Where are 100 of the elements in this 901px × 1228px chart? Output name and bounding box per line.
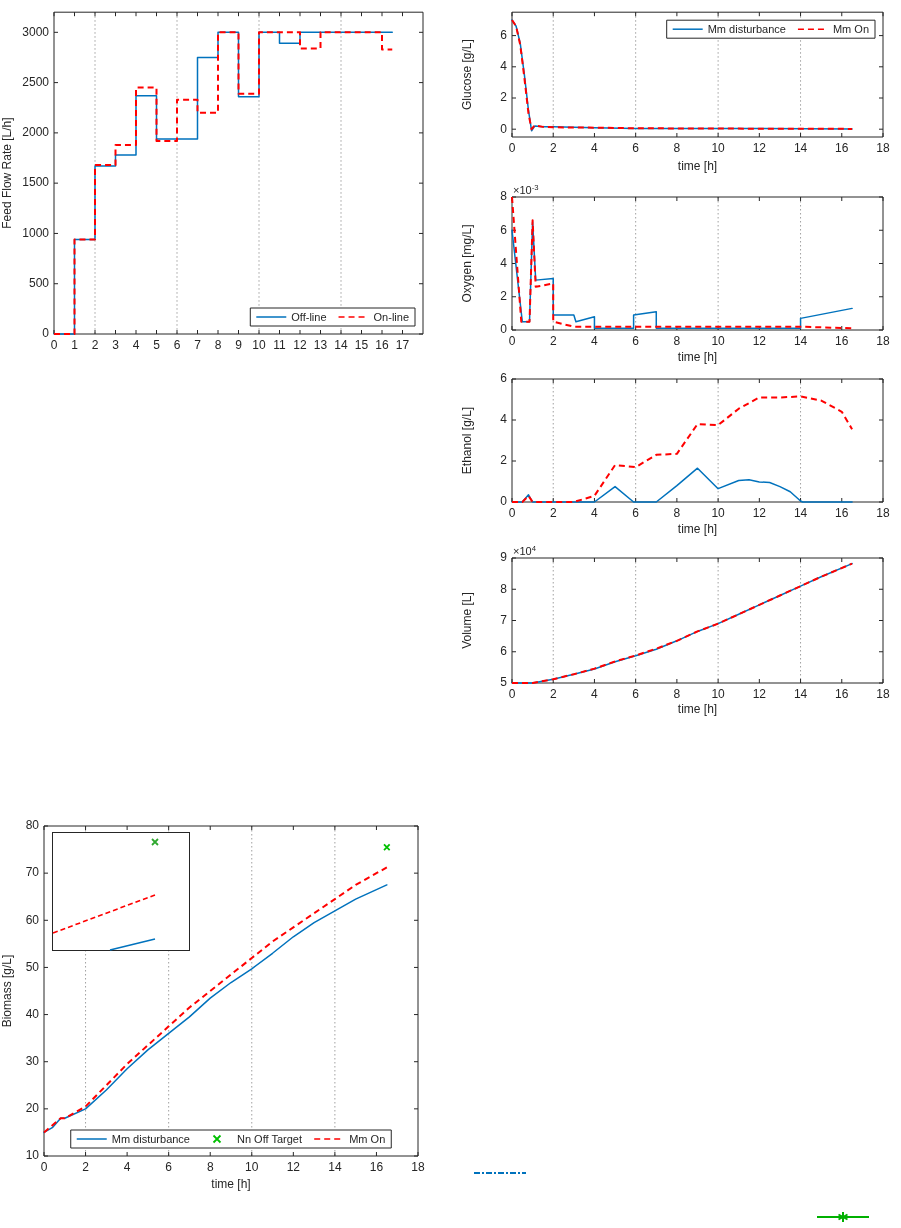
y-tick-label: 9 (500, 550, 508, 565)
x-tick-label: 11 (273, 337, 287, 352)
x-tick-label: 3 (112, 337, 120, 352)
x-axis-title: time [h] (677, 522, 718, 537)
y-tick-label: 40 (25, 1006, 40, 1021)
x-tick-label: 13 (313, 337, 328, 352)
legend-label: Mm disturbance (707, 22, 786, 35)
y-tick-label: 0 (500, 121, 508, 136)
x-tick-label: 10 (711, 333, 726, 348)
y-tick-label: 4 (500, 412, 508, 427)
x-tick-label: 4 (591, 686, 599, 701)
x-tick-label: 14 (793, 505, 808, 520)
x-tick-label: 10 (711, 686, 726, 701)
y-tick-label: 5 (500, 675, 508, 690)
x-tick-label: 12 (752, 686, 767, 701)
x-tick-label: 2 (549, 505, 557, 520)
y-tick-label: 2000 (22, 125, 50, 140)
y-tick-label: 2 (500, 453, 508, 468)
x-tick-label: 7 (194, 337, 202, 352)
x-tick-label: 15 (354, 337, 369, 352)
y-tick-label: 4 (500, 59, 508, 74)
legend-label: Mm On (832, 22, 870, 35)
x-tick-label: 6 (173, 337, 181, 352)
y-axis-title: Glucose [g/L] (459, 39, 474, 110)
y-tick-label: 7 (500, 612, 508, 627)
x-tick-label: 17 (395, 337, 410, 352)
y-tick-label: 4 (500, 255, 508, 270)
y-tick-label: 8 (500, 581, 508, 596)
x-tick-label: 16 (835, 686, 849, 701)
y-tick-label: 8 (500, 189, 508, 204)
x-tick-label: 16 (369, 1159, 384, 1174)
line-series (511, 196, 854, 330)
y-tick-label: 6 (500, 27, 508, 42)
x-tick-label: 4 (591, 505, 599, 520)
y-tick-label: 10 (25, 1148, 40, 1163)
legend-label: Mm disturbance (111, 1132, 190, 1145)
x-tick-label: 5 (153, 337, 161, 352)
x-tick-label: 2 (549, 333, 557, 348)
x-tick-label: 6 (165, 1159, 173, 1174)
x-tick-label: 12 (752, 140, 767, 155)
x-axis-title: time [h] (211, 1177, 251, 1192)
x-tick-label: 8 (673, 333, 681, 348)
x-tick-label: 18 (876, 333, 890, 348)
x-tick-label: 18 (411, 1159, 425, 1174)
x-tick-label: 14 (793, 686, 808, 701)
x-tick-label: 8 (673, 505, 681, 520)
x-tick-label: 12 (752, 505, 767, 520)
y-tick-label: 6 (500, 222, 508, 237)
legend-label: Off-line (291, 310, 327, 323)
x-axis-title: time [h] (677, 159, 718, 174)
x-tick-label: 18 (876, 505, 890, 520)
legend-label: Mm On (349, 1132, 386, 1145)
x-tick-label: 6 (632, 333, 640, 348)
x-tick-label: 12 (752, 333, 767, 348)
y-tick-label: 2 (500, 289, 508, 304)
x-tick-label: 12 (293, 337, 307, 352)
x-axis-title: time [h] (677, 702, 718, 717)
y-tick-label: 50 (25, 959, 40, 974)
x-tick-label: 8 (673, 686, 681, 701)
y-axis-title: Volume [L] (459, 592, 474, 649)
y-tick-label: 20 (25, 1101, 40, 1116)
y-tick-label: 2500 (22, 74, 50, 89)
x-tick-label: 1 (71, 337, 79, 352)
y-tick-label: 2 (500, 90, 508, 105)
y-axis-title: Ethanol [g/L] (459, 406, 474, 475)
x-tick-label: 10 (711, 505, 726, 520)
y-tick-label: 3000 (22, 24, 50, 39)
x-tick-label: 14 (793, 333, 808, 348)
y-tick-label: 80 (25, 818, 40, 833)
x-tick-label: 9 (235, 337, 243, 352)
y-tick-label: 6 (500, 644, 508, 659)
x-tick-label: 4 (123, 1159, 131, 1174)
line-series (511, 395, 854, 503)
x-tick-label: 4 (132, 337, 140, 352)
x-tick-label: 4 (591, 140, 599, 155)
x-tick-label: 8 (673, 140, 681, 155)
y-tick-label: 1000 (22, 225, 50, 240)
y-axis-title: Biomass [g/L] (0, 954, 14, 1028)
x-tick-label: 2 (91, 337, 99, 352)
x-tick-label: 10 (711, 140, 726, 155)
x-tick-label: 8 (206, 1159, 214, 1174)
x-tick-label: 18 (876, 686, 890, 701)
y-tick-label: 0 (500, 322, 508, 337)
x-tick-label: 6 (632, 505, 640, 520)
legend-label: Nn Off Target (236, 1132, 303, 1145)
x-tick-label: 12 (286, 1159, 301, 1174)
x-tick-label: 2 (549, 140, 557, 155)
y-tick-label: 1500 (22, 175, 50, 190)
y-tick-label: 30 (25, 1054, 40, 1069)
x-tick-label: 6 (632, 140, 640, 155)
x-tick-label: 18 (876, 140, 890, 155)
y-tick-label: 60 (25, 912, 40, 927)
x-tick-label: 2 (549, 686, 557, 701)
x-tick-label: 16 (375, 337, 389, 352)
x-tick-label: 14 (793, 140, 808, 155)
legend-label: On-line (373, 310, 410, 323)
x-tick-label: 16 (835, 140, 849, 155)
x-tick-label: 6 (632, 686, 640, 701)
x-axis-title: time [h] (677, 350, 718, 365)
x-tick-label: 14 (328, 1159, 342, 1174)
